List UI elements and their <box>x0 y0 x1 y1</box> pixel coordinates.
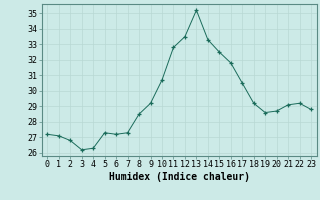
X-axis label: Humidex (Indice chaleur): Humidex (Indice chaleur) <box>109 172 250 182</box>
